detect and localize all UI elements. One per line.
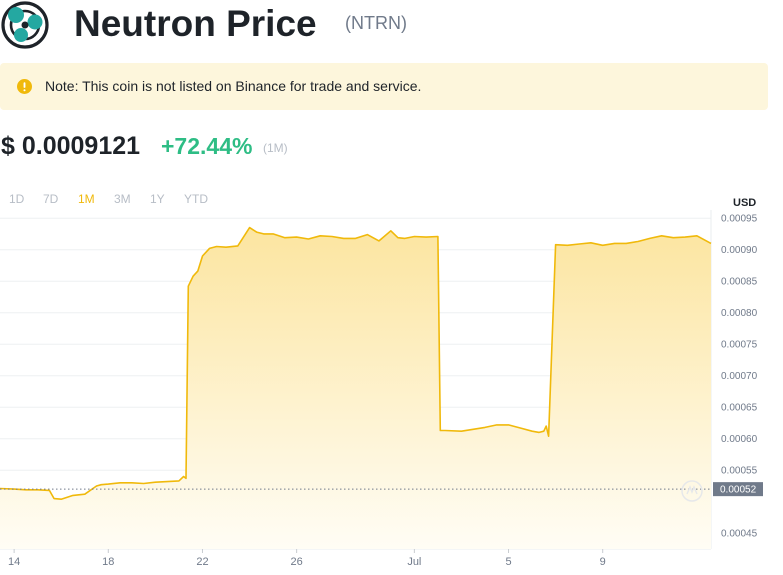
x-tick-label: 9 — [600, 556, 606, 568]
price-line — [0, 226, 712, 500]
y-tick-label: 0.00075 — [721, 340, 758, 351]
y-tick-label: 0.00055 — [721, 466, 758, 477]
coin-ticker: (NTRN) — [345, 13, 407, 33]
range-1m[interactable]: 1M — [78, 192, 95, 206]
exclamation-circle-icon — [17, 79, 32, 94]
y-axis-unit: USD — [733, 197, 757, 209]
neutron-logo-icon — [1, 1, 49, 49]
price-change: +72.44% — [161, 133, 253, 159]
page-title: Neutron Price — [74, 3, 317, 44]
x-tick-label: 14 — [8, 556, 20, 568]
y-tick-label: 0.00065 — [721, 403, 758, 414]
y-axis: 0.00095 0.00090 0.00085 0.00080 0.00075 0.000… — [721, 214, 758, 540]
y-tick-label: 0.00085 — [721, 277, 758, 288]
y-tick-label: 0.00090 — [721, 245, 758, 256]
x-tick-label: 22 — [196, 556, 208, 568]
y-tick-label: 0.00095 — [721, 214, 758, 225]
x-tick-label: 18 — [102, 556, 114, 568]
change-period: (1M) — [263, 141, 288, 155]
price-area-fill — [0, 227, 711, 549]
x-tick-label: Jul — [407, 556, 421, 568]
x-tick-label: 26 — [291, 556, 303, 568]
x-tick-label: 5 — [505, 556, 511, 568]
range-7d[interactable]: 7D — [43, 192, 59, 206]
listing-notice: Note: This coin is not listed on Binance… — [0, 63, 768, 110]
reference-label-bg — [713, 482, 763, 497]
notice-text: Note: This coin is not listed on Binance… — [45, 78, 422, 94]
x-axis: 14 18 22 26 Jul 5 9 — [8, 549, 606, 568]
price-chart[interactable]: 0.00095 0.00090 0.00085 0.00080 0.00075 0.000… — [0, 210, 783, 575]
range-1y[interactable]: 1Y — [150, 192, 165, 206]
y-tick-label: 0.00060 — [721, 434, 758, 445]
range-3m[interactable]: 3M — [114, 192, 131, 206]
range-ytd[interactable]: YTD — [184, 192, 208, 206]
reference-label-text: 0.00052 — [720, 485, 757, 496]
y-tick-label: 0.00080 — [721, 308, 758, 319]
reference-label: 0.00052 — [713, 482, 763, 497]
range-1d[interactable]: 1D — [9, 192, 25, 206]
y-tick-label: 0.00070 — [721, 371, 758, 382]
current-price: $ 0.0009121 — [1, 132, 141, 160]
binance-watermark-icon — [681, 480, 703, 502]
y-tick-label: 0.00045 — [721, 529, 758, 540]
page-header: Neutron Price (NTRN) — [0, 0, 783, 52]
